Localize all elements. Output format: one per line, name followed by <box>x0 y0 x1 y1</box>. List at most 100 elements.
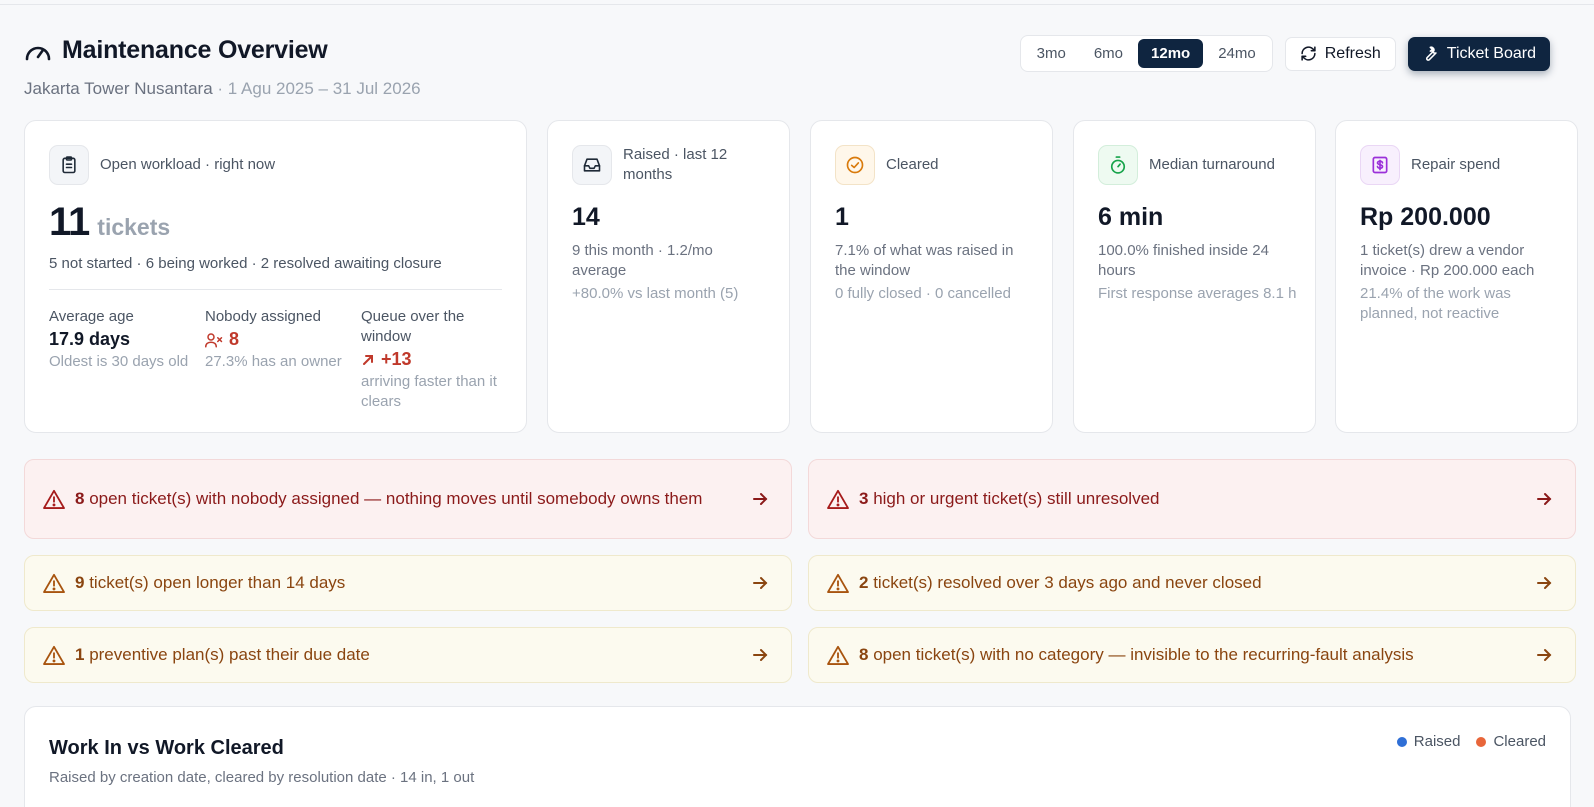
stat-value: 17.9 days <box>49 329 131 349</box>
page-subtitle: Jakarta Tower Nusantara · 1 Agu 2025 – 3… <box>24 79 1570 99</box>
kpi-label: Median turnaround <box>1149 156 1275 173</box>
stat-label: Queue over the window <box>361 308 465 345</box>
chart-title: Work In vs Work Cleared <box>49 737 284 759</box>
open-workload-card: Open workload · right now 11 tickets 5 n… <box>24 120 527 433</box>
kpi-turnaround-card: Median turnaround 6 min 100.0% finished … <box>1073 120 1316 433</box>
kpi-meta: 7.1% of what was raised in the window <box>835 242 1014 279</box>
alert-text: 8 open ticket(s) with no category — invi… <box>859 643 1521 667</box>
stat-label: Average age <box>49 308 134 325</box>
kpi-value: Rp 200.000 <box>1360 203 1491 231</box>
legend-swatch <box>1476 736 1487 747</box>
inbox-icon <box>572 145 612 185</box>
stat-sub: 27.3% has an owner <box>205 353 342 370</box>
queue-delta: +13 <box>381 349 412 369</box>
alert-count: 9 <box>75 573 85 592</box>
refresh-label: Refresh <box>1324 44 1381 62</box>
arrow-right-icon <box>753 493 768 505</box>
dollar-receipt-icon <box>1360 145 1400 185</box>
alert-count: 8 <box>75 489 85 508</box>
wrench-icon <box>1425 46 1437 61</box>
arrow-right-icon <box>1537 577 1552 589</box>
range-3mo-button[interactable]: 3mo <box>1036 45 1066 62</box>
kpi-raised-card: Raised · last 12 months 14 9 this month … <box>547 120 790 433</box>
kpi-meta-secondary: 0 fully closed · 0 cancelled <box>835 285 1011 302</box>
alert-resolved-not-closed[interactable]: 2 ticket(s) resolved over 3 days ago and… <box>808 555 1576 611</box>
warning-icon <box>43 573 65 593</box>
alert-count: 2 <box>859 573 869 592</box>
stat-sub: Oldest is 30 days old <box>49 353 189 370</box>
stat-average-age: Average age 17.9 days Oldest is 30 days … <box>49 307 194 372</box>
kpi-repair-spend-card: Repair spend Rp 200.000 1 ticket(s) drew… <box>1335 120 1578 433</box>
page-header: Maintenance Overview Jakarta Tower Nusan… <box>24 35 1570 106</box>
alert-long-open-tickets[interactable]: 9 ticket(s) open longer than 14 days <box>24 555 792 611</box>
refresh-icon <box>1301 46 1316 61</box>
warning-icon <box>43 645 65 665</box>
arrow-right-icon <box>753 649 768 661</box>
arrow-right-icon <box>1537 493 1552 505</box>
alert-text: 3 high or urgent ticket(s) still unresol… <box>859 487 1521 511</box>
alert-text: 2 ticket(s) resolved over 3 days ago and… <box>859 571 1521 595</box>
range-6mo-button[interactable]: 6mo <box>1093 45 1124 62</box>
stat-nobody-assigned: Nobody assigned 8 27.3% has an owner <box>205 307 350 372</box>
workload-label: Open workload · right now <box>100 156 276 173</box>
alert-message: ticket(s) resolved over 3 days ago and n… <box>868 573 1262 592</box>
property-name: Jakarta Tower Nusantara <box>24 79 213 98</box>
kpi-cleared-card: Cleared 1 7.1% of what was raised in the… <box>810 120 1053 433</box>
page-title: Maintenance Overview <box>62 36 328 64</box>
alert-unassigned-tickets[interactable]: 8 open ticket(s) with nobody assigned — … <box>24 459 792 539</box>
alert-text: 9 ticket(s) open longer than 14 days <box>75 571 737 595</box>
kpi-meta: 100.0% finished inside 24 hours <box>1098 242 1269 279</box>
ticket-board-button[interactable]: Ticket Board <box>1407 36 1550 71</box>
alert-count: 8 <box>859 645 869 664</box>
alert-message: ticket(s) open longer than 14 days <box>84 573 346 592</box>
alert-count: 3 <box>859 489 869 508</box>
kpi-value: 14 <box>572 203 600 231</box>
kpi-meta: 1 ticket(s) drew a vendor invoice · Rp 2… <box>1360 242 1535 279</box>
warning-icon <box>827 489 849 509</box>
workload-divider <box>49 289 502 290</box>
kpi-meta-secondary: First response averages 8.1 h <box>1098 285 1297 302</box>
work-in-vs-cleared-card: Work In vs Work Cleared Raised by creati… <box>24 706 1571 807</box>
warning-icon <box>827 645 849 665</box>
stopwatch-icon <box>1098 145 1138 185</box>
kpi-meta-secondary: +80.0% vs last month (5) <box>572 285 739 302</box>
range-selector: 3mo 6mo 12mo 24mo <box>1019 35 1273 72</box>
chart-subtitle: Raised by creation date, cleared by reso… <box>49 769 475 786</box>
alert-text: 1 preventive plan(s) past their due date <box>75 643 737 667</box>
stat-queue-over-window: Queue over the window +13 arriving faste… <box>361 307 506 412</box>
nobody-assigned-count: 8 <box>229 329 240 349</box>
alert-count: 1 <box>75 645 85 664</box>
alert-uncategorized-tickets[interactable]: 8 open ticket(s) with no category — invi… <box>808 627 1576 683</box>
kpi-value: 6 min <box>1098 203 1164 231</box>
alert-message: open ticket(s) with nobody assigned — no… <box>84 489 703 508</box>
kpi-label: Repair spend <box>1411 156 1501 173</box>
top-divider <box>0 4 1594 5</box>
alert-urgent-unresolved[interactable]: 3 high or urgent ticket(s) still unresol… <box>808 459 1576 539</box>
legend-label: Cleared <box>1493 733 1546 750</box>
gauge-icon <box>25 46 51 60</box>
stat-sub: arriving faster than it clears <box>361 373 497 410</box>
kpi-label: Cleared <box>886 156 939 173</box>
arrow-up-right-icon <box>363 354 373 365</box>
stat-label: Nobody assigned <box>205 308 321 325</box>
alert-preventive-overdue[interactable]: 1 preventive plan(s) past their due date <box>24 627 792 683</box>
kpi-meta-secondary: 21.4% of the work was planned, not react… <box>1360 285 1511 322</box>
refresh-button[interactable]: Refresh <box>1284 36 1396 71</box>
workload-count: 11 <box>49 200 90 244</box>
legend-swatch <box>1396 736 1407 747</box>
range-12mo-button[interactable]: 12mo <box>1138 39 1204 68</box>
legend-item-raised: Raised <box>1396 733 1460 750</box>
workload-breakdown: 5 not started · 6 being worked · 2 resol… <box>49 255 442 272</box>
stat-value: +13 <box>361 349 506 370</box>
legend-item-cleared: Cleared <box>1476 733 1546 750</box>
ticket-board-label: Ticket Board <box>1446 44 1536 62</box>
chart-legend: Raised Cleared <box>1396 733 1546 750</box>
range-24mo-button[interactable]: 24mo <box>1218 45 1256 62</box>
alert-message: high or urgent ticket(s) still unresolve… <box>868 489 1160 508</box>
date-range: · 1 Agu 2025 – 31 Jul 2026 <box>212 79 421 98</box>
check-circle-icon <box>835 145 875 185</box>
user-x-icon <box>205 332 223 347</box>
warning-icon <box>827 573 849 593</box>
alert-message: open ticket(s) with no category — invisi… <box>868 645 1414 664</box>
workload-unit: tickets <box>97 214 171 240</box>
